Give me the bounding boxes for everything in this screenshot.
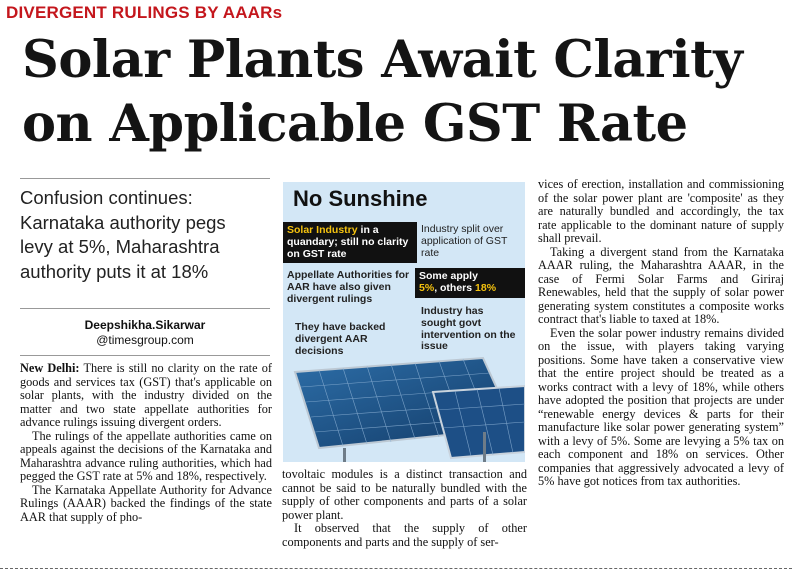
deck-line-2: Karnataka authority pegs [20, 211, 226, 233]
infographic-box-split: Industry split over application of GST r… [421, 223, 508, 259]
byline: Deepshikha.Sikarwar @timesgroup.com [20, 318, 270, 348]
deck-top-rule [20, 178, 270, 179]
infographic-box-quandary-text: in a quandary; still no clarity on GST r… [287, 224, 409, 260]
infographic-title: No Sunshine [293, 186, 428, 211]
column-3-para-3: Even the solar power industry remains di… [538, 325, 784, 488]
infographic-box-intervention: Industry has sought govt intervention on… [421, 305, 516, 353]
infographic-box-backed: They have backed divergent AAR decisions [295, 321, 386, 357]
column-3-para-2: Taking a divergent stand from the Karnat… [538, 244, 784, 326]
deck: Confusion continues: Karnataka authority… [20, 186, 270, 284]
column-2-para-2: It observed that the supply of other com… [282, 521, 527, 549]
infographic-box-rates: Some apply 5%, others 18% [415, 268, 525, 298]
headline-line-1: Solar Plants Await Clarity [22, 30, 743, 90]
deck-line-1: Confusion continues: [20, 187, 193, 208]
article-column-3: vices of erection, installation and comm… [538, 177, 784, 489]
byline-email: @timesgroup.com [96, 333, 194, 347]
headline-line-2: on Applicable GST Rate [22, 94, 688, 154]
infographic-box-rates-line2: 5%, others 18% [419, 281, 521, 295]
col1-top-rule [20, 355, 270, 356]
article-column-1: New Delhi: There is still no clarity on … [20, 361, 272, 524]
column-1-para-3: The Karnataka Appellate Authority for Ad… [20, 482, 272, 524]
infographic-box-rates-line1: Some apply [419, 270, 478, 282]
deck-line-4: authority puts it at 18% [20, 260, 209, 282]
solar-panels-illustration [293, 356, 525, 462]
column-1-para-1: New Delhi: There is still no clarity on … [20, 361, 272, 430]
rate-5pct: 5% [419, 281, 435, 294]
infographic-box-quandary: Solar Industry in a quandary; still no c… [283, 222, 417, 264]
byline-name: Deepshikha.Sikarwar [84, 318, 206, 332]
deck-line-3: levy at 5%, Maharashtra [20, 236, 220, 258]
rate-18pct: 18% [475, 281, 497, 294]
headline: Solar Plants Await Clarity on Applicable… [22, 28, 782, 156]
column-1-para-1-text: There is still no clarity on the rate of… [20, 361, 272, 429]
column-3-para-1: vices of erection, installation and comm… [538, 177, 784, 245]
infographic-no-sunshine: No Sunshine Solar Industry in a quandary… [283, 182, 525, 462]
column-1-para-2: The rulings of the appellate authorities… [20, 428, 272, 483]
bottom-dashed-rule [0, 568, 792, 569]
article-column-2: tovoltaic modules is a distinct transact… [282, 467, 527, 549]
infographic-highlight: Solar Industry [287, 224, 358, 236]
kicker: DIVERGENT RULINGS BY AAARs [6, 3, 283, 22]
byline-rule [20, 308, 270, 309]
dateline: New Delhi: [20, 361, 80, 375]
column-2-para-1: tovoltaic modules is a distinct transact… [282, 467, 527, 522]
infographic-box-appellate: Appellate Authorities for AAR have also … [287, 269, 410, 305]
rate-others: , others [434, 281, 473, 294]
